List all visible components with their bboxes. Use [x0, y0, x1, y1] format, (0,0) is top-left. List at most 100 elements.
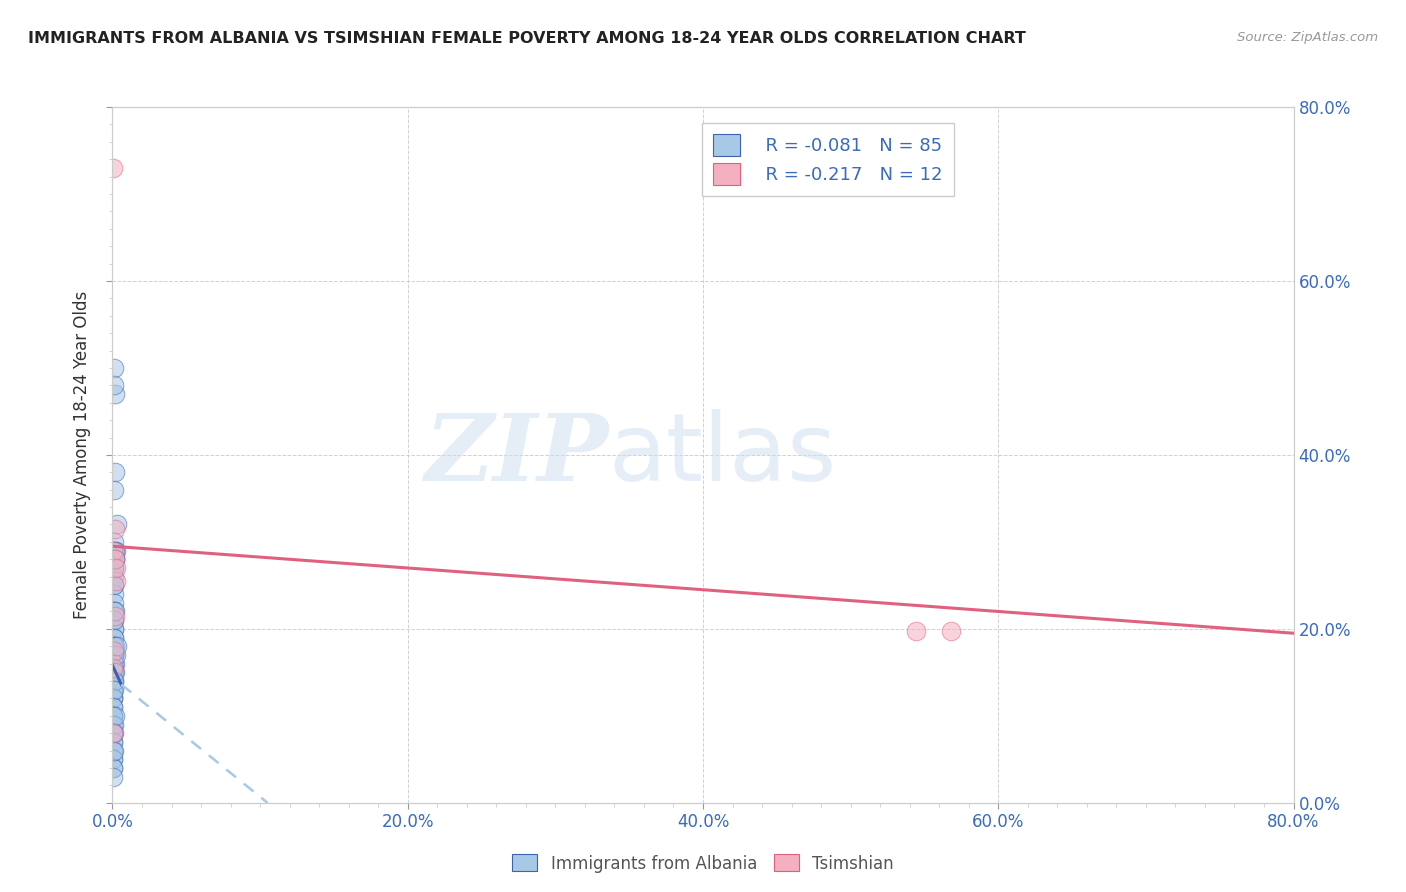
Point	[103, 657, 125, 671]
Point	[103, 639, 125, 653]
Point	[103, 622, 125, 636]
Point	[103, 657, 125, 671]
Point	[103, 761, 125, 775]
Point	[103, 657, 125, 671]
Point	[103, 665, 125, 680]
Point	[103, 665, 125, 680]
Point	[103, 605, 125, 619]
Point	[103, 578, 125, 592]
Point	[104, 552, 127, 566]
Text: atlas: atlas	[609, 409, 837, 501]
Point	[103, 744, 125, 758]
Point	[104, 552, 127, 566]
Point	[103, 605, 125, 619]
Point	[103, 708, 125, 723]
Point	[103, 691, 125, 706]
Point	[105, 648, 128, 662]
Point	[103, 639, 125, 653]
Point	[103, 587, 125, 601]
Point	[939, 624, 962, 638]
Point	[103, 648, 125, 662]
Point	[103, 674, 125, 689]
Point	[103, 622, 125, 636]
Point	[103, 543, 125, 558]
Point	[104, 574, 127, 588]
Text: Source: ZipAtlas.com: Source: ZipAtlas.com	[1237, 31, 1378, 45]
Point	[103, 648, 125, 662]
Point	[103, 735, 125, 749]
Point	[104, 605, 127, 619]
Point	[103, 613, 125, 627]
Point	[103, 483, 125, 497]
Point	[103, 726, 125, 740]
Point	[103, 578, 125, 592]
Point	[105, 517, 128, 532]
Y-axis label: Female Poverty Among 18-24 Year Olds: Female Poverty Among 18-24 Year Olds	[73, 291, 91, 619]
Point	[103, 691, 125, 706]
Point	[103, 657, 125, 671]
Point	[104, 522, 127, 536]
Point	[103, 682, 125, 697]
Point	[103, 752, 125, 766]
Point	[103, 682, 125, 697]
Point	[104, 543, 127, 558]
Point	[103, 648, 125, 662]
Point	[103, 726, 125, 740]
Point	[103, 378, 125, 392]
Point	[103, 561, 125, 575]
Point	[103, 543, 125, 558]
Point	[103, 534, 125, 549]
Point	[103, 648, 125, 662]
Text: IMMIGRANTS FROM ALBANIA VS TSIMSHIAN FEMALE POVERTY AMONG 18-24 YEAR OLDS CORREL: IMMIGRANTS FROM ALBANIA VS TSIMSHIAN FEM…	[28, 31, 1026, 46]
Point	[103, 360, 125, 375]
Point	[103, 665, 125, 680]
Point	[103, 613, 125, 627]
Point	[104, 543, 127, 558]
Point	[103, 761, 125, 775]
Point	[103, 639, 125, 653]
Point	[103, 717, 125, 731]
Point	[103, 700, 125, 714]
Point	[103, 726, 125, 740]
Point	[105, 639, 128, 653]
Point	[104, 639, 127, 653]
Point	[104, 466, 127, 480]
Point	[103, 708, 125, 723]
Point	[103, 570, 125, 584]
Point	[104, 657, 127, 671]
Point	[101, 161, 124, 175]
Point	[103, 691, 125, 706]
Point	[103, 752, 125, 766]
Point	[103, 665, 125, 680]
Point	[104, 665, 127, 680]
Text: ZIP: ZIP	[425, 410, 609, 500]
Point	[103, 770, 125, 784]
Legend:   R = -0.081   N = 85,   R = -0.217   N = 12: R = -0.081 N = 85, R = -0.217 N = 12	[702, 123, 953, 196]
Point	[103, 674, 125, 689]
Point	[103, 596, 125, 610]
Point	[103, 657, 125, 671]
Point	[103, 717, 125, 731]
Point	[103, 682, 125, 697]
Point	[103, 552, 125, 566]
Point	[103, 744, 125, 758]
Point	[103, 708, 125, 723]
Point	[104, 552, 127, 566]
Point	[103, 735, 125, 749]
Point	[103, 674, 125, 689]
Point	[103, 643, 125, 657]
Point	[103, 631, 125, 645]
Point	[103, 726, 125, 740]
Point	[104, 708, 127, 723]
Point	[103, 648, 125, 662]
Point	[103, 674, 125, 689]
Point	[103, 561, 125, 575]
Point	[103, 700, 125, 714]
Point	[103, 744, 125, 758]
Legend: Immigrants from Albania, Tsimshian: Immigrants from Albania, Tsimshian	[506, 847, 900, 880]
Point	[104, 608, 127, 623]
Point	[103, 661, 125, 675]
Point	[103, 631, 125, 645]
Point	[904, 624, 927, 638]
Point	[105, 561, 128, 575]
